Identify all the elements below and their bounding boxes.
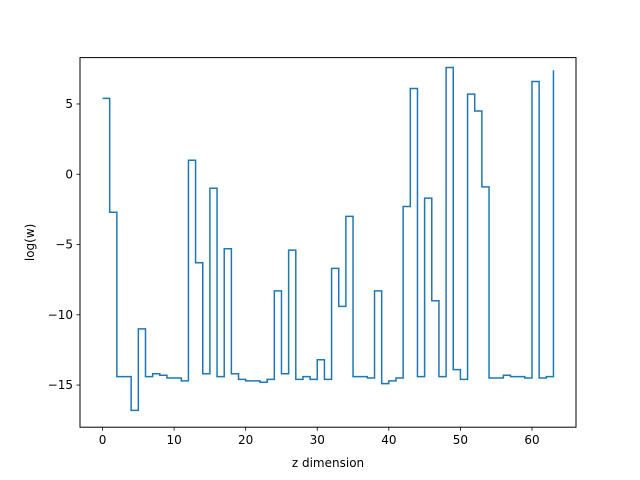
x-tick-label: 30	[310, 433, 325, 447]
y-axis-label: log(w)	[23, 224, 37, 261]
y-axis-ticks: −15 −10 −5 0 5	[48, 97, 80, 392]
x-axis-ticks: 0 10 20 30 40 50 60	[99, 427, 540, 447]
axes-frame	[79, 57, 577, 428]
y-tick-label: −5	[55, 238, 73, 252]
series-step-line	[102, 66, 555, 412]
x-tick-label: 10	[166, 433, 181, 447]
x-tick-label: 20	[238, 433, 253, 447]
x-axis-label: z dimension	[292, 456, 364, 470]
x-tick-label: 40	[381, 433, 396, 447]
y-tick-label: −15	[48, 378, 73, 392]
y-tick-label: −10	[48, 308, 73, 322]
x-tick-label: 50	[453, 433, 468, 447]
x-tick-label: 0	[99, 433, 107, 447]
plot-area	[102, 66, 555, 412]
y-tick-label: 5	[65, 97, 73, 111]
y-tick-label: 0	[65, 167, 73, 181]
x-tick-label: 60	[524, 433, 539, 447]
